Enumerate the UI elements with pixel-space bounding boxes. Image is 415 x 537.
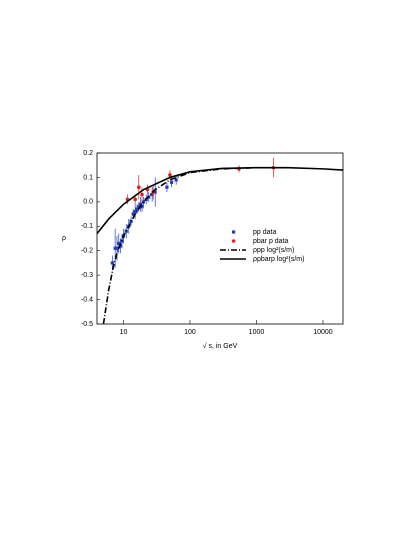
point <box>131 212 135 216</box>
x-tick-label: 10000 <box>313 329 333 336</box>
point <box>135 207 139 211</box>
curve <box>102 166 257 325</box>
plot-frame <box>96 152 344 325</box>
y-tick-label: 0.0 <box>83 199 93 206</box>
point <box>137 205 141 209</box>
point <box>140 205 144 209</box>
point <box>115 246 119 250</box>
y-tick-label: -0.5 <box>81 321 93 328</box>
point <box>113 246 117 250</box>
point <box>168 173 172 177</box>
point <box>110 261 114 265</box>
y-tick-label: -0.1 <box>81 223 93 230</box>
legend-label: pbar p data <box>253 238 289 245</box>
point <box>117 241 121 245</box>
point <box>165 185 169 189</box>
point <box>136 185 141 189</box>
y-tick-label: -0.2 <box>81 248 93 255</box>
point <box>170 180 174 184</box>
point <box>140 192 144 197</box>
point <box>138 202 143 206</box>
point <box>141 200 146 204</box>
point <box>153 190 157 194</box>
x-axis-label: √ s, in GeV <box>203 342 238 350</box>
point <box>133 197 137 202</box>
point <box>133 210 137 214</box>
legend-label: ρpp log²(s/m) <box>253 247 294 254</box>
y-axis-label: ρ <box>62 235 66 242</box>
y-tick-label: -0.3 <box>81 272 93 279</box>
x-tick-label: 100 <box>184 329 196 336</box>
legend-label: ρpbarp log²(s/m) <box>253 256 304 263</box>
point <box>129 219 133 223</box>
legend-label: pp data <box>253 229 276 236</box>
x-tick-label: 10 <box>120 329 128 336</box>
curve <box>96 166 344 235</box>
legend-marker <box>231 239 236 243</box>
x-tick-label: 1000 <box>249 329 265 336</box>
legend-marker <box>232 230 236 234</box>
y-tick-label: -0.4 <box>81 296 93 303</box>
y-tick-label: 0.2 <box>83 150 93 157</box>
y-tick-label: 0.1 <box>83 174 93 181</box>
point <box>174 178 178 182</box>
point <box>150 192 154 197</box>
